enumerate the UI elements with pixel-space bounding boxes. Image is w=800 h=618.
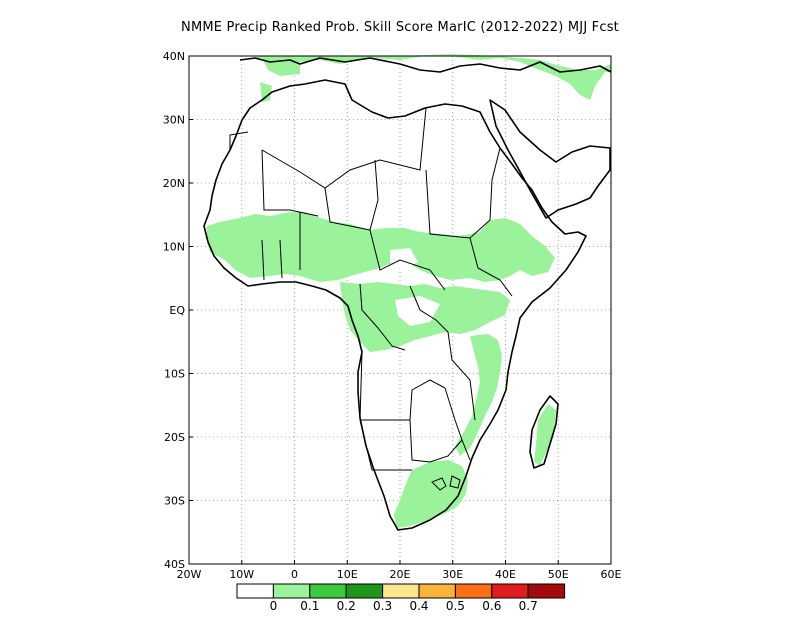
country-borders	[229, 107, 513, 491]
lon-tick-label: 20E	[390, 568, 411, 581]
colorbar-label: 0	[270, 599, 278, 613]
lat-tick-label: 30S	[164, 495, 185, 508]
colorbar-label: 0.7	[519, 599, 538, 613]
colorbar: 0 0.1 0.2 0.3 0.4 0.5 0.6 0.7	[236, 583, 566, 613]
lat-tick-label: 10S	[164, 368, 185, 381]
skill-region-northwest	[260, 82, 272, 102]
lon-tick-label: 50E	[548, 568, 569, 581]
skill-region-east	[455, 334, 502, 456]
skill-region-south	[394, 460, 468, 528]
skill-shading	[206, 54, 611, 528]
coastlines	[203, 57, 612, 531]
colorbar-swatch	[272, 583, 311, 599]
lon-tick-label: 10W	[229, 568, 254, 581]
colorbar-label: 0.1	[300, 599, 319, 613]
colorbar-label: 0.2	[337, 599, 356, 613]
colorbar-swatch	[527, 583, 566, 599]
lat-tick-label: 10N	[163, 241, 185, 254]
lon-tick-label: 60E	[601, 568, 622, 581]
lon-tick-label: 40E	[495, 568, 516, 581]
longitude-labels: 20W 10W 0 10E 20E 30E 40E 50E 60E	[177, 560, 622, 581]
colorbar-swatch	[491, 583, 529, 599]
skill-region-sahel	[206, 212, 555, 282]
lat-tick-label: 30N	[163, 114, 185, 127]
lon-tick-label: 10E	[337, 568, 358, 581]
colorbar-swatch	[236, 583, 274, 599]
europe-coastline	[239, 57, 612, 73]
colorbar-label: 0.4	[409, 599, 428, 613]
latitude-labels: 40N 30N 20N 10N EQ 10S 20S 30S 40S	[163, 50, 193, 571]
colorbar-swatch	[309, 583, 347, 599]
lat-tick-label: 20N	[163, 177, 185, 190]
skill-region-madagascar	[534, 404, 556, 466]
arabian-coastline	[489, 99, 611, 219]
lat-tick-label: 40S	[164, 558, 185, 571]
skill-region-north	[245, 54, 611, 100]
page-title: NMME Precip Ranked Prob. Skill Score Mar…	[181, 20, 619, 35]
colorbar-swatch	[454, 583, 493, 599]
colorbar-label: 0.5	[446, 599, 465, 613]
colorbar-swatch	[382, 583, 420, 599]
lat-tick-label: 20S	[164, 431, 185, 444]
colorbar-label: 0.3	[373, 599, 392, 613]
lon-tick-label: 20W	[177, 568, 202, 581]
colorbar-swatch	[345, 583, 384, 599]
colorbar-label: 0.6	[482, 599, 501, 613]
lat-tick-label: 40N	[163, 50, 185, 63]
africa-coastline	[203, 79, 587, 531]
lat-tick-label: EQ	[169, 304, 185, 317]
colorbar-swatch	[418, 583, 456, 599]
lon-tick-label: 0	[291, 568, 298, 581]
lon-tick-label: 30E	[442, 568, 463, 581]
madagascar-coastline	[529, 395, 559, 469]
